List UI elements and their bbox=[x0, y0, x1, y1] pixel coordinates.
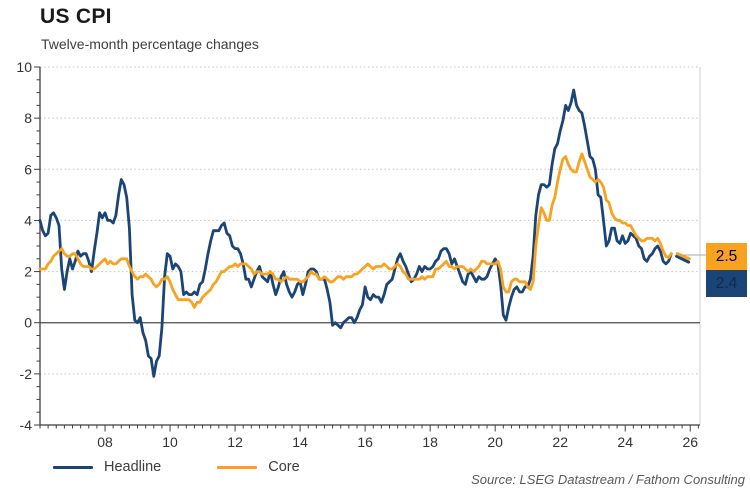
latest-value-headline-badge: 2.4 bbox=[706, 270, 747, 297]
svg-text:6: 6 bbox=[24, 161, 32, 177]
legend-label-headline: Headline bbox=[104, 459, 162, 475]
svg-text:4: 4 bbox=[24, 212, 32, 228]
legend-item-headline: Headline bbox=[53, 459, 161, 475]
legend-item-core: Core bbox=[217, 459, 300, 475]
svg-text:2: 2 bbox=[24, 264, 32, 280]
svg-text:14: 14 bbox=[292, 434, 308, 450]
chart-title: US CPI bbox=[40, 5, 112, 28]
core-line-swatch-icon bbox=[217, 465, 258, 469]
svg-text:18: 18 bbox=[422, 434, 438, 450]
svg-text:24: 24 bbox=[617, 434, 633, 450]
svg-text:-2: -2 bbox=[20, 366, 33, 382]
svg-text:10: 10 bbox=[16, 59, 32, 75]
svg-text:12: 12 bbox=[227, 434, 243, 450]
svg-text:26: 26 bbox=[682, 434, 698, 450]
chart-subtitle: Twelve-month percentage changes bbox=[41, 36, 259, 52]
svg-text:-4: -4 bbox=[20, 417, 33, 433]
svg-text:22: 22 bbox=[552, 434, 568, 450]
svg-text:20: 20 bbox=[487, 434, 503, 450]
legend: Headline Core bbox=[53, 459, 300, 475]
svg-text:16: 16 bbox=[357, 434, 373, 450]
source-credit: Source: LSEG Datastream / Fathom Consult… bbox=[471, 472, 745, 487]
legend-label-core: Core bbox=[268, 459, 300, 475]
svg-text:0: 0 bbox=[24, 315, 32, 331]
latest-value-core-badge: 2.5 bbox=[706, 243, 747, 270]
svg-text:8: 8 bbox=[24, 110, 32, 126]
svg-text:10: 10 bbox=[162, 434, 178, 450]
svg-text:08: 08 bbox=[97, 434, 113, 450]
headline-line-swatch-icon bbox=[53, 465, 93, 469]
